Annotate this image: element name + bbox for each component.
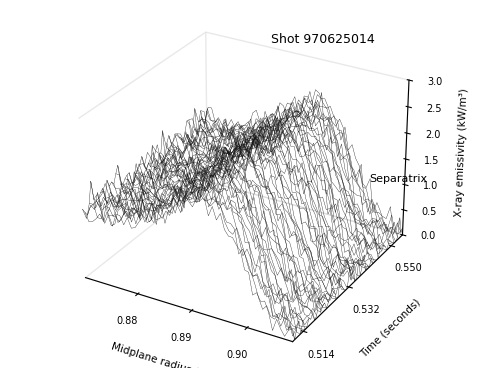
- Y-axis label: Time (seconds): Time (seconds): [359, 297, 423, 359]
- Title: Shot 970625014: Shot 970625014: [271, 33, 375, 46]
- X-axis label: Midplane radius (m): Midplane radius (m): [110, 341, 213, 368]
